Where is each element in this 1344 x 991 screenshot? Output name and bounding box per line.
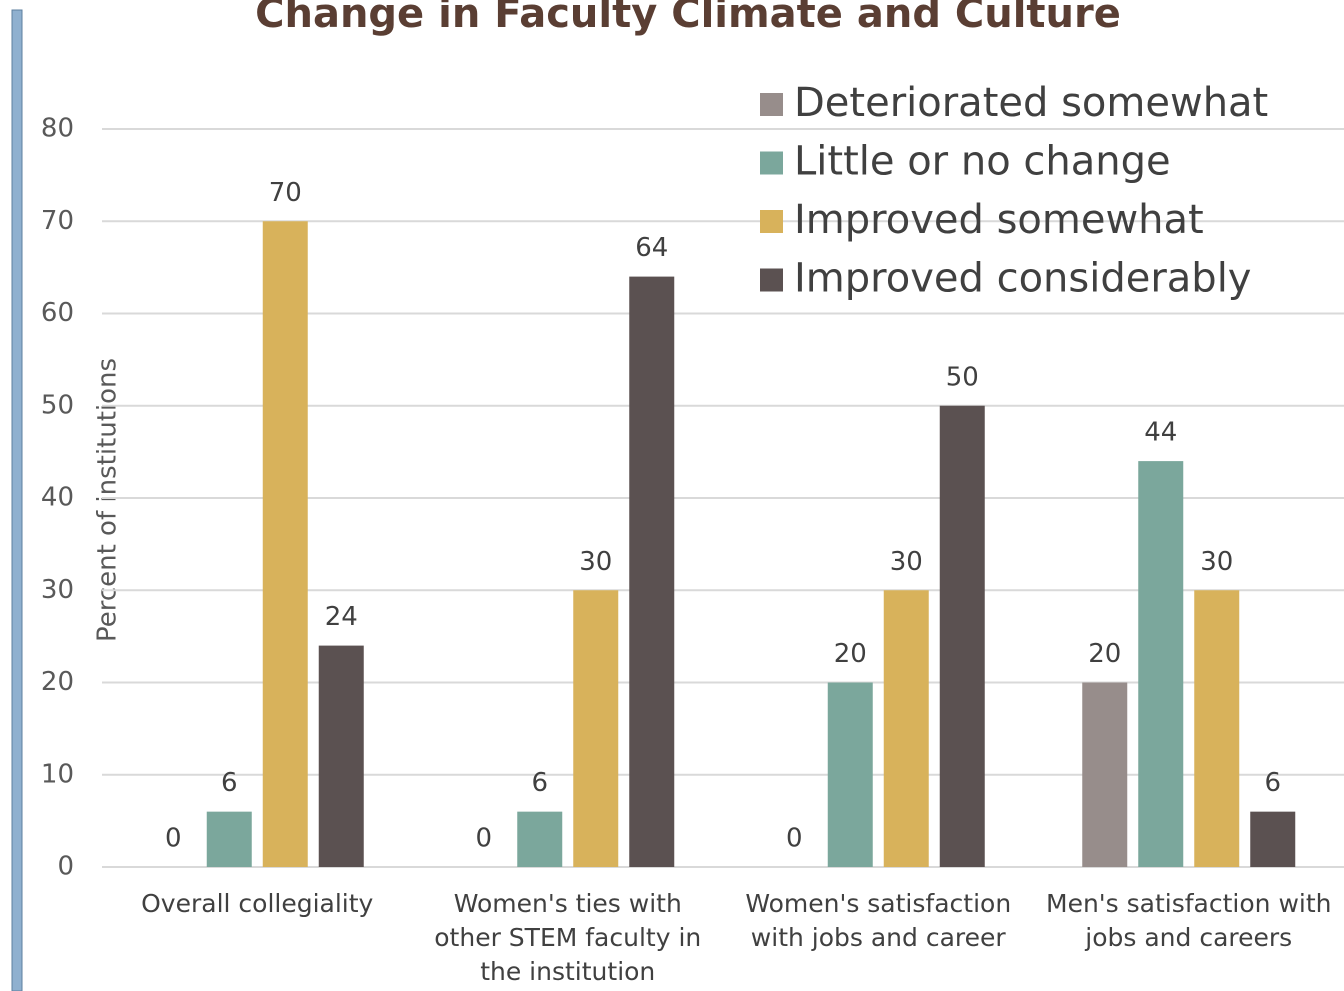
y-tick-label: 40 — [41, 483, 74, 513]
bar — [206, 811, 252, 867]
data-label: 30 — [1200, 547, 1233, 577]
data-label: 20 — [1088, 639, 1121, 669]
x-tick-label: Overall collegiality — [141, 889, 374, 918]
x-tick-label: Women's ties with other STEM faculty in … — [434, 889, 702, 986]
y-tick-label: 30 — [41, 575, 74, 605]
data-label: 0 — [165, 824, 182, 854]
chart-title: Change in Faculty Climate and Culture — [255, 0, 1121, 37]
y-tick-label: 10 — [41, 759, 74, 789]
data-label: 6 — [531, 768, 548, 798]
data-label: 24 — [325, 602, 358, 632]
data-label: 6 — [221, 768, 238, 798]
data-label: 20 — [834, 639, 867, 669]
bar — [262, 221, 308, 867]
legend-swatch — [760, 151, 783, 175]
y-tick-label: 50 — [41, 390, 74, 420]
x-tick-label: Women's satisfaction with jobs and caree… — [745, 889, 1012, 952]
y-tick-label: 80 — [41, 114, 74, 144]
data-label: 44 — [1144, 418, 1177, 448]
data-label: 30 — [890, 547, 923, 577]
bar — [517, 811, 563, 867]
bar — [827, 682, 873, 867]
legend-label: Improved somewhat — [794, 197, 1204, 243]
bar — [573, 590, 619, 867]
bar — [1138, 461, 1184, 867]
bar — [883, 590, 929, 867]
legend-label: Improved considerably — [794, 256, 1251, 302]
data-label: 0 — [786, 824, 803, 854]
data-label: 6 — [1264, 768, 1281, 798]
bar — [939, 405, 985, 867]
y-tick-label: 60 — [41, 298, 74, 328]
x-tick-label: Men's satisfaction with jobs and careers — [1046, 889, 1332, 952]
y-axis-label: Percent of institutions — [93, 358, 123, 642]
bar — [1082, 682, 1128, 867]
legend-swatch — [760, 93, 783, 116]
data-label: 0 — [475, 824, 492, 854]
legend-swatch — [760, 268, 783, 292]
legend-swatch — [760, 210, 783, 233]
data-label: 64 — [635, 233, 668, 263]
side-bar — [11, 9, 23, 991]
data-label: 30 — [579, 547, 612, 577]
bar — [1250, 811, 1296, 867]
y-tick-label: 20 — [41, 667, 74, 697]
bar — [318, 645, 364, 867]
legend-label: Little or no change — [794, 139, 1171, 185]
data-label: 70 — [269, 178, 302, 208]
bar — [629, 276, 675, 868]
data-label: 50 — [946, 362, 979, 392]
y-tick-label: 0 — [57, 852, 74, 882]
y-tick-label: 70 — [41, 206, 74, 236]
legend-label: Deteriorated somewhat — [794, 80, 1268, 126]
bar — [1194, 590, 1240, 867]
